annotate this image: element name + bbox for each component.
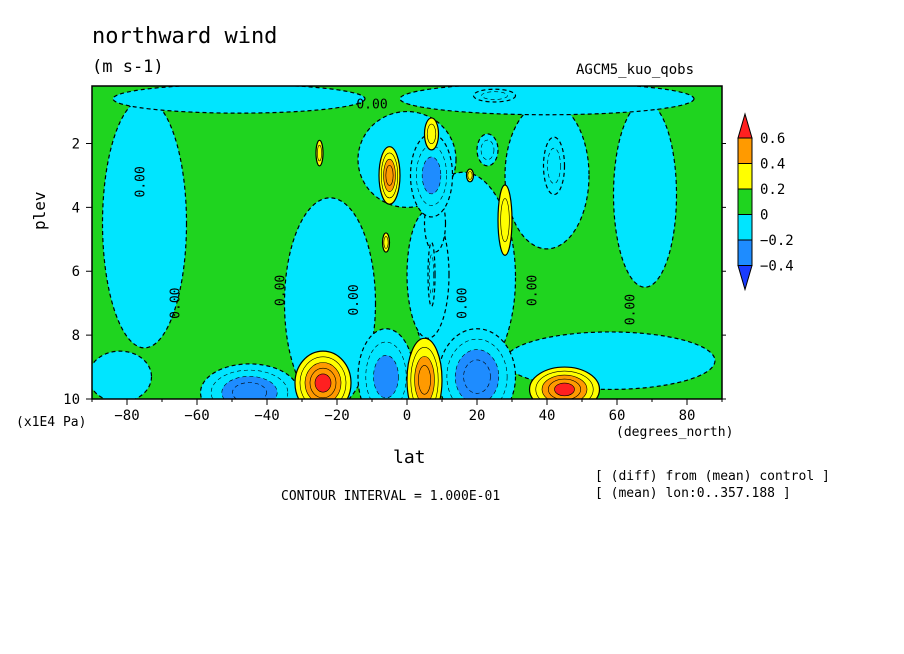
contour-label: 0.00	[356, 98, 387, 113]
contour-region	[399, 86, 695, 116]
x-tick-label: −20	[324, 408, 349, 424]
x-tick-label: 40	[539, 408, 556, 424]
contour-region	[426, 123, 437, 145]
contour-label: 0.00	[169, 288, 184, 319]
colorbar-label: −0.4	[760, 259, 794, 275]
diff-note: [ (diff) from (mean) control ]	[595, 469, 830, 484]
contour-region	[467, 171, 473, 180]
contour-label: 0.00	[134, 166, 149, 197]
contour-region	[612, 101, 678, 288]
contour-label: 0.00	[274, 275, 289, 306]
colorbar: 0.6 0.4 0.2 0 −0.2 −0.4	[737, 112, 794, 292]
y-tick-label: 6	[72, 264, 80, 280]
contour-region	[385, 165, 394, 186]
x-tick-label: −60	[184, 408, 209, 424]
x-tick-label: −80	[114, 408, 139, 424]
contour-region	[480, 139, 495, 161]
contour-region	[317, 144, 322, 162]
contour-region	[554, 382, 575, 397]
chart-units: (m s-1)	[92, 57, 164, 77]
chart-title: northward wind	[92, 24, 278, 49]
contour-region	[500, 198, 510, 243]
contour-region	[547, 147, 561, 184]
x-axis: −80 −60 −40 −20 0 20 40 60 80	[91, 399, 723, 424]
contour-label: 0.00	[347, 284, 362, 315]
colorbar-label: 0.4	[760, 157, 785, 173]
colorbar-label: 0.2	[760, 182, 785, 198]
y-tick-label: 10	[63, 392, 80, 408]
contour-labels: 0.00 0.00 0.00 0.00 0.00 0.00 0.00 0.00	[134, 98, 639, 326]
x-axis-units: (degrees_north)	[616, 425, 734, 440]
contour-region	[314, 373, 332, 393]
x-tick-label: 60	[609, 408, 626, 424]
x-tick-label: 20	[469, 408, 486, 424]
contour-region	[429, 254, 434, 295]
contour-region	[418, 365, 431, 395]
contour-region	[232, 382, 267, 399]
y-tick-label: 4	[72, 200, 80, 216]
run-label: AGCM5_kuo_qobs	[576, 62, 695, 78]
contour-region	[421, 156, 442, 195]
contour-region	[92, 350, 153, 399]
colorbar-label: −0.2	[760, 233, 794, 249]
contour-label: 0.00	[624, 294, 639, 325]
y-axis-units: (x1E4 Pa)	[16, 415, 87, 430]
x-tick-label: 0	[403, 408, 411, 424]
contour-region	[463, 359, 491, 394]
colorbar-label: 0	[760, 208, 768, 224]
contour-region	[383, 236, 389, 249]
colorbar-bottom-arrow	[737, 265, 753, 292]
colorbar-label: 0.6	[760, 131, 785, 147]
colorbar-top-arrow	[737, 112, 753, 139]
x-axis-label: lat	[393, 447, 426, 468]
colorbar-swatch	[737, 214, 753, 241]
contour-label: 0.00	[526, 275, 541, 306]
y-tick-label: 8	[72, 328, 80, 344]
colorbar-swatch	[737, 163, 753, 190]
colorbar-swatch	[737, 188, 753, 215]
mean-note: [ (mean) lon:0..357.188 ]	[595, 486, 791, 501]
contour-label: 0.00	[456, 288, 471, 319]
contour-region	[481, 91, 508, 100]
contour-field	[92, 86, 716, 399]
colorbar-swatch	[737, 137, 753, 164]
y-tick-label: 2	[72, 136, 80, 152]
contour-region	[373, 355, 399, 399]
contour-region	[283, 197, 377, 399]
x-tick-label: 80	[679, 408, 696, 424]
x-tick-label: −40	[254, 408, 279, 424]
colorbar-swatch	[737, 239, 753, 266]
contour-region	[112, 86, 366, 114]
contour-interval: CONTOUR INTERVAL = 1.000E-01	[281, 489, 501, 504]
y-axis: 2 4 6 8 10	[63, 136, 726, 408]
